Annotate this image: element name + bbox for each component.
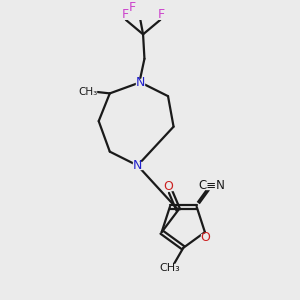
Bar [164,183,172,190]
Text: F: F [157,8,164,21]
Bar [122,11,130,18]
Text: O: O [200,231,210,244]
Bar [201,234,209,241]
Bar [127,4,135,11]
Bar [156,11,164,18]
Text: F: F [122,8,129,21]
Text: N: N [136,76,145,89]
Bar [81,88,96,96]
Text: F: F [128,1,136,13]
Text: O: O [164,180,173,193]
Bar [205,182,219,189]
Text: CH₃: CH₃ [160,263,181,273]
Text: C≡N: C≡N [198,179,225,192]
Bar [134,162,142,169]
Text: CH₃: CH₃ [79,87,98,97]
Text: N: N [133,159,142,172]
Bar [163,264,178,272]
Bar [136,79,145,86]
